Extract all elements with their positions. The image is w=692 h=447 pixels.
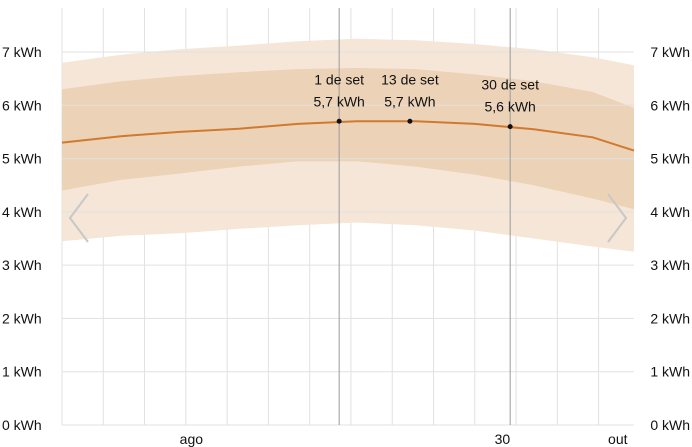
y-tick-label-left: 4 kWh [2, 204, 42, 220]
x-tick-label: out [608, 431, 628, 447]
next-button[interactable] [596, 188, 636, 248]
series-line-path [61, 120, 635, 152]
y-tick-label-left: 5 kWh [2, 151, 42, 167]
y-tick-label-right: 3 kWh [650, 257, 690, 273]
y-tick-label-right: 1 kWh [650, 364, 690, 380]
annotation-value: 5,7 kWh [384, 93, 435, 109]
y-tick-label-left: 6 kWh [2, 97, 42, 113]
chevron-right-icon [607, 193, 628, 243]
inner-band [62, 68, 634, 210]
y-tick-label-left: 0 kWh [2, 417, 42, 433]
y-tick-label-left: 7 kWh [2, 44, 42, 60]
y-tick-label-right: 0 kWh [650, 417, 690, 433]
y-tick-label-left: 1 kWh [2, 364, 42, 380]
annotation-point [336, 118, 342, 124]
prev-button[interactable] [60, 188, 100, 248]
annotation-date: 1 de set [314, 71, 364, 87]
date-markers [336, 8, 513, 425]
annotation-point [407, 118, 413, 124]
annotation-value: 5,6 kWh [484, 99, 535, 115]
chevron-left-icon [68, 193, 89, 243]
y-tick-label-right: 7 kWh [650, 44, 690, 60]
y-tick-label-left: 2 kWh [2, 310, 42, 326]
y-tick-label-left: 3 kWh [2, 257, 42, 273]
x-tick-label: ago [180, 431, 204, 447]
x-axis: ago 30 out [180, 431, 628, 447]
y-axis-left: 0 kWh 1 kWh 2 kWh 3 kWh 4 kWh 5 kWh 6 kWh 7 kWh [2, 44, 42, 433]
y-tick-label-right: 6 kWh [650, 97, 690, 113]
annotations: 1 de set 5,7 kWh 13 de set 5,7 kWh 30 de set… [313, 71, 539, 114]
y-tick-label-right: 4 kWh [650, 204, 690, 220]
y-tick-label-right: 5 kWh [650, 151, 690, 167]
series-line [61, 120, 635, 152]
annotation-date: 30 de set [481, 77, 539, 93]
x-tick-label: 30 [495, 431, 511, 447]
annotation-value: 5,7 kWh [313, 93, 364, 109]
bands [62, 38, 634, 252]
annotation-date: 13 de set [381, 71, 439, 87]
y-tick-label-right: 2 kWh [650, 310, 690, 326]
annotation-point [507, 124, 513, 130]
horizontal-gridlines [62, 51, 634, 426]
y-axis-right: 0 kWh 1 kWh 2 kWh 3 kWh 4 kWh 5 kWh 6 kWh 7 kWh [650, 44, 690, 433]
